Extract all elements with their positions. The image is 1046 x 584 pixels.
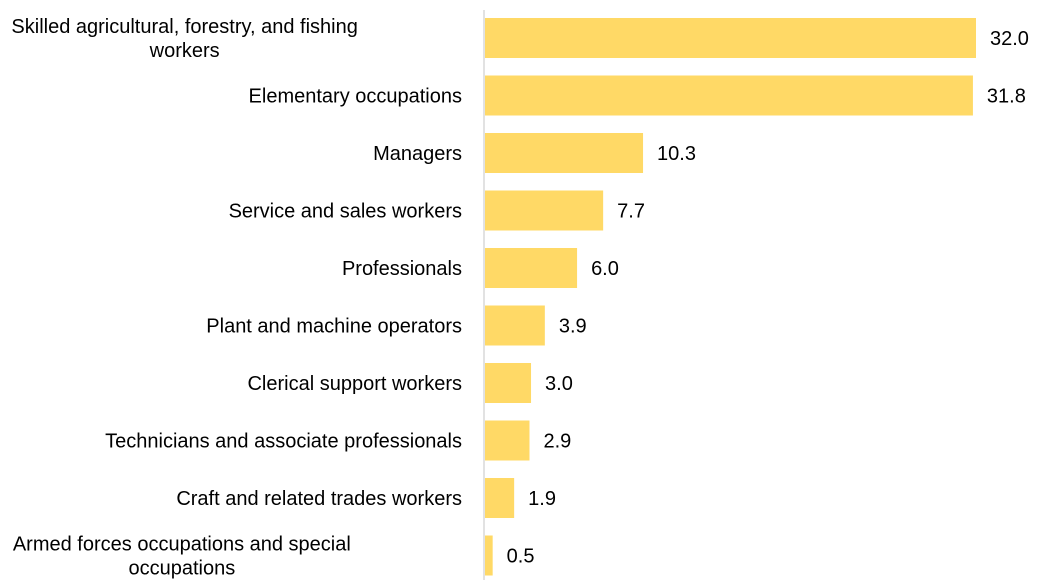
category-label-line: Technicians and associate professionals xyxy=(105,431,462,453)
value-label: 3.9 xyxy=(559,316,587,338)
bars-group xyxy=(485,18,976,576)
category-label: Professionals xyxy=(342,258,462,280)
category-label: Craft and related trades workers xyxy=(176,488,462,510)
category-label-line: Plant and machine operators xyxy=(206,316,462,338)
value-label: 7.7 xyxy=(617,201,645,223)
category-label: Service and sales workers xyxy=(229,201,462,223)
category-label: Skilled agricultural, forestry, and fish… xyxy=(11,16,357,62)
category-label: Armed forces occupations and special occu… xyxy=(13,534,351,580)
bar xyxy=(485,18,976,58)
value-label: 1.9 xyxy=(528,488,556,510)
value-labels-group: 32.0 31.8 10.3 7.7 6.0 3.9 3.0 2.9 1.9 0.5 xyxy=(507,28,1029,568)
category-label-line: Craft and related trades workers xyxy=(176,488,462,510)
bar xyxy=(485,248,578,288)
bar xyxy=(485,420,530,461)
category-label-line: Professionals xyxy=(342,258,462,280)
bar xyxy=(485,133,644,173)
value-label: 10.3 xyxy=(657,143,696,165)
bar xyxy=(485,75,973,116)
value-label: 2.9 xyxy=(543,431,571,453)
bar xyxy=(485,478,515,518)
category-label-line: Managers xyxy=(373,143,462,165)
category-labels-group: Skilled agricultural, forestry, and fish… xyxy=(11,16,462,580)
category-label-line: Clerical support workers xyxy=(247,373,462,395)
category-label-line: Armed forces occupations and special xyxy=(13,534,351,556)
category-label-line: Skilled agricultural, forestry, and fish… xyxy=(11,16,357,38)
category-label: Technicians and associate professionals xyxy=(105,431,462,453)
bar xyxy=(485,535,493,576)
value-label: 31.8 xyxy=(987,86,1026,108)
value-label: 0.5 xyxy=(507,546,535,568)
category-label: Plant and machine operators xyxy=(206,316,462,338)
category-label-line: occupations xyxy=(128,558,235,580)
category-label: Managers xyxy=(373,143,462,165)
bar xyxy=(485,190,604,231)
category-label-line: Elementary occupations xyxy=(249,86,462,108)
category-label: Clerical support workers xyxy=(247,373,462,395)
category-label: Elementary occupations xyxy=(249,86,462,108)
category-label-line: Service and sales workers xyxy=(229,201,462,223)
bar xyxy=(485,305,545,346)
category-label-line: workers xyxy=(149,40,220,62)
value-label: 3.0 xyxy=(545,373,573,395)
value-label: 32.0 xyxy=(990,28,1029,50)
bar xyxy=(485,363,532,403)
value-label: 6.0 xyxy=(591,258,619,280)
